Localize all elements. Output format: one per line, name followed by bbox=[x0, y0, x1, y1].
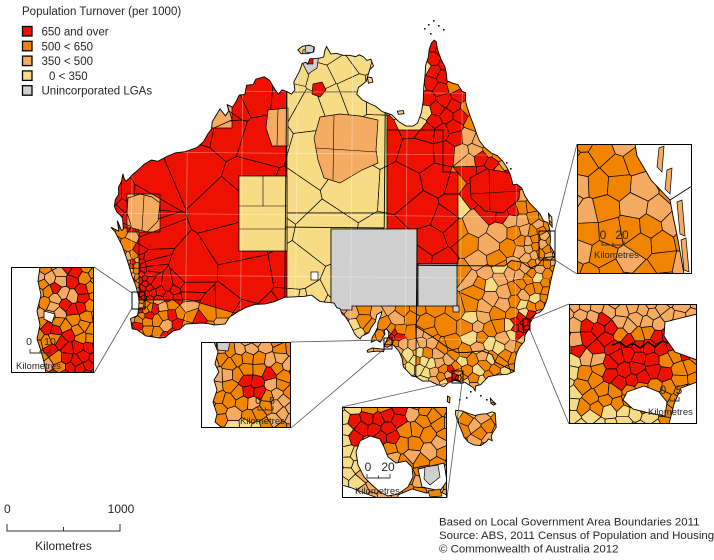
svg-text:Kilometres: Kilometres bbox=[35, 539, 92, 553]
svg-text:Based on Local Government Area: Based on Local Government Area Boundarie… bbox=[439, 517, 699, 529]
svg-text:0: 0 bbox=[600, 228, 607, 242]
svg-text:Kilometres: Kilometres bbox=[355, 486, 400, 497]
svg-text:0: 0 bbox=[4, 502, 11, 516]
svg-text:5: 5 bbox=[269, 395, 275, 407]
svg-text:Kilometres: Kilometres bbox=[594, 250, 639, 261]
svg-text:350 < 500: 350 < 500 bbox=[42, 56, 93, 68]
svg-text:Unincorporated LGAs: Unincorporated LGAs bbox=[42, 86, 153, 98]
svg-text:0: 0 bbox=[365, 460, 372, 474]
svg-text:0: 0 bbox=[660, 383, 667, 397]
svg-text:20: 20 bbox=[615, 228, 629, 242]
svg-text:Source: ABS, 2011 Census of Po: Source: ABS, 2011 Census of Population a… bbox=[439, 530, 714, 542]
svg-text:10: 10 bbox=[44, 336, 56, 348]
svg-text:© Commonwealth of Australia 20: © Commonwealth of Australia 2012 bbox=[439, 544, 618, 556]
svg-text:Kilometres: Kilometres bbox=[240, 416, 285, 427]
svg-text:Kilometres: Kilometres bbox=[16, 361, 61, 372]
svg-text:0: 0 bbox=[255, 395, 261, 407]
svg-text:1000: 1000 bbox=[108, 502, 135, 516]
svg-text:0 < 350: 0 < 350 bbox=[49, 71, 88, 83]
svg-text:650 and over: 650 and over bbox=[42, 27, 109, 39]
svg-text:20: 20 bbox=[381, 460, 395, 474]
svg-text:500 < 650: 500 < 650 bbox=[42, 41, 93, 53]
svg-text:Kilometres: Kilometres bbox=[648, 407, 693, 418]
svg-text:5: 5 bbox=[676, 383, 683, 397]
svg-text:Population Turnover (per 1000): Population Turnover (per 1000) bbox=[22, 6, 181, 18]
svg-text:0: 0 bbox=[26, 336, 32, 348]
